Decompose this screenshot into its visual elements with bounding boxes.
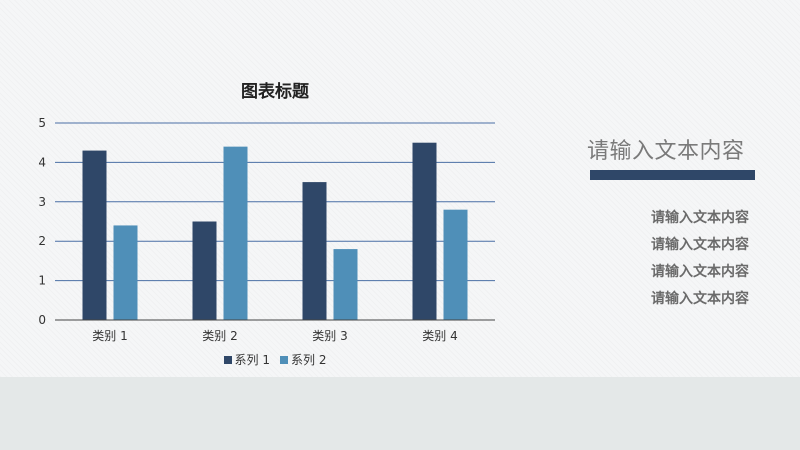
side-text-list: 请输入文本内容 请输入文本内容 请输入文本内容 请输入文本内容 xyxy=(600,208,749,316)
side-text-item: 请输入文本内容 xyxy=(651,210,749,226)
side-title: 请输入文本内容 xyxy=(587,139,745,164)
y-tick-label: 1 xyxy=(38,274,46,288)
legend-swatch-series-1 xyxy=(223,355,232,364)
bar-series-1-2 xyxy=(192,221,217,320)
y-tick-label: 5 xyxy=(38,116,46,130)
bar-chart: 0 1 2 3 4 5 类别 1 类别 2 类别 3 类别 4 图表标题 系列 1 系列 2 xyxy=(38,82,495,368)
x-tick-label: 类别 2 xyxy=(202,329,237,343)
chart-title: 图表标题 xyxy=(241,82,309,102)
legend-swatch-series-2 xyxy=(280,355,288,364)
y-tick-label: 2 xyxy=(38,234,46,248)
x-tick-label: 类别 3 xyxy=(312,329,347,343)
side-text-item: 请输入文本内容 xyxy=(651,264,749,280)
legend-label-series-1: 系列 1 xyxy=(234,353,270,367)
x-tick-label: 类别 1 xyxy=(92,329,127,343)
side-text-item: 请输入文本内容 xyxy=(651,291,749,307)
legend-label-series-2: 系列 2 xyxy=(291,353,327,367)
bar-series-1-3 xyxy=(302,182,327,320)
chart-plot: 0 1 2 3 4 5 类别 1 类别 2 类别 3 类别 4 xyxy=(38,116,495,343)
y-tick-label: 3 xyxy=(38,195,46,209)
bar-series-2-1 xyxy=(113,225,138,320)
bar-series-2-3 xyxy=(333,249,358,320)
legend-item-series-2: 系列 2 xyxy=(280,351,326,368)
bar-series-1-1 xyxy=(82,150,107,320)
side-text-item: 请输入文本内容 xyxy=(651,237,749,253)
footer-band xyxy=(0,377,800,450)
legend-item-series-1: 系列 1 xyxy=(223,351,270,368)
side-accent-bar xyxy=(590,170,755,180)
x-tick-label: 类别 4 xyxy=(422,329,457,343)
y-tick-label: 0 xyxy=(38,313,46,327)
bar-series-2-2 xyxy=(223,146,248,320)
bar-series-1-4 xyxy=(412,142,437,320)
bar-series-2-4 xyxy=(443,209,468,320)
y-tick-label: 4 xyxy=(38,155,46,169)
chart-legend: 系列 1 系列 2 xyxy=(55,351,495,368)
